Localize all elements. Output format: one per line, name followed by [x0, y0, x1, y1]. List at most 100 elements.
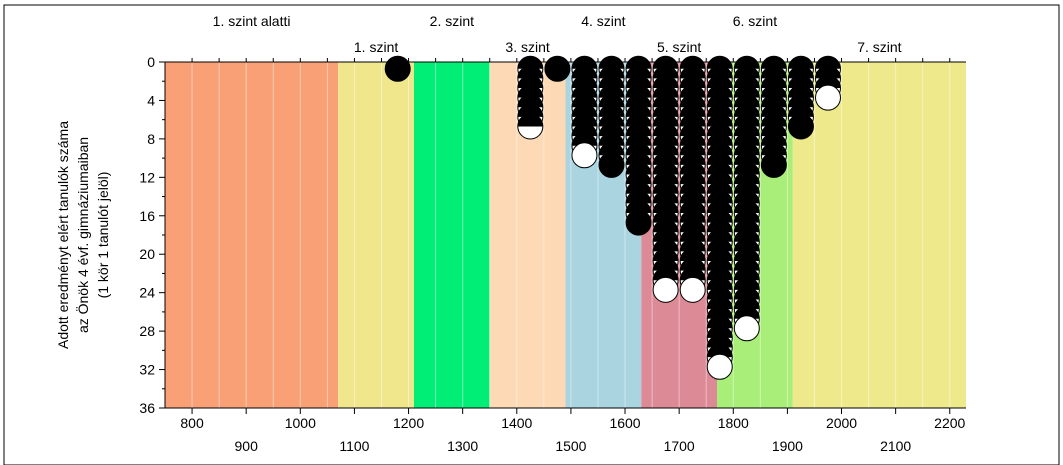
student-circle	[625, 209, 652, 236]
circle-top-half	[680, 56, 706, 69]
circle-top-half	[599, 85, 625, 98]
x-tick-label: 800	[180, 415, 204, 431]
circle-top-half	[707, 113, 733, 127]
circle-top-half	[707, 210, 733, 223]
circle-black	[544, 55, 571, 82]
circle-top-half	[707, 133, 733, 146]
circle-top-half	[680, 229, 706, 242]
y-tick-label: 36	[139, 400, 155, 416]
circle-top-half	[626, 123, 652, 137]
circle-top-half	[599, 142, 625, 156]
circle-top-half	[571, 65, 597, 79]
x-tick-label: 1400	[501, 415, 532, 431]
level-band-3	[413, 62, 490, 408]
circle-top-half	[653, 258, 679, 271]
circle-top-half	[707, 200, 733, 213]
circle-top-half	[653, 181, 679, 194]
circle-top-half	[680, 219, 706, 233]
circle-top-half	[761, 65, 787, 79]
circle-top-half	[734, 75, 760, 89]
student-circle	[706, 353, 733, 380]
circle-top-half	[707, 65, 733, 79]
student-circle	[598, 151, 625, 178]
circle-top-half	[599, 113, 625, 127]
circle-top-half	[707, 171, 733, 185]
circle-top-half	[680, 258, 706, 271]
circle-top-half	[734, 210, 760, 223]
x-tick-label: 1100	[339, 438, 369, 454]
x-tick-label: 1800	[718, 415, 749, 431]
circle-top-half	[707, 219, 733, 233]
circle-top-half	[680, 210, 706, 223]
y-tick-label: 32	[139, 362, 155, 378]
circle-top-half	[571, 133, 597, 146]
circle-top-half	[653, 142, 679, 156]
circle-top-half	[680, 113, 706, 127]
circle-top-half	[707, 248, 733, 262]
circle-top-half	[815, 56, 841, 69]
circle-top-half	[571, 94, 597, 108]
circle-top-half	[734, 56, 760, 69]
circle-top-half	[707, 315, 733, 329]
y-tick-labels: 0 4 8 12 16 20 24 28 32 36	[139, 54, 155, 416]
circle-top-half	[788, 104, 814, 117]
student-circle	[384, 55, 411, 82]
circle-top-half	[707, 75, 733, 89]
x-tick-label: 1900	[772, 438, 803, 454]
circle-top-half	[626, 181, 652, 194]
circle-top-half	[734, 258, 760, 271]
circle-top-half	[571, 75, 597, 89]
x-tick-label: 2000	[826, 415, 857, 431]
y-tick-label: 28	[139, 323, 155, 339]
level-label-3: 2. szint	[430, 13, 474, 29]
circle-top-half	[680, 133, 706, 146]
circle-top-half	[707, 104, 733, 117]
circle-top-half	[734, 104, 760, 117]
circle-top-half	[653, 210, 679, 223]
level-label-2: 1. szint	[354, 39, 398, 55]
circle-top-half	[653, 229, 679, 242]
circle-top-half	[571, 104, 597, 117]
circle-top-half	[707, 190, 733, 204]
circle-top-half	[707, 277, 733, 290]
level-label-6: 5. szint	[657, 39, 701, 55]
level-label-1: 1. szint alatti	[213, 13, 291, 29]
circle-top-half	[599, 123, 625, 137]
y-tick-label: 16	[139, 208, 155, 224]
circle-top-half	[599, 65, 625, 79]
circle-white	[571, 142, 598, 169]
circle-top-half	[653, 85, 679, 98]
circle-top-half	[734, 113, 760, 127]
circle-top-half	[707, 335, 733, 348]
level-labels: 1. szint alatti 1. szint 2. szint 3. szint 4…	[213, 13, 902, 55]
circle-top-half	[707, 56, 733, 69]
circle-top-half	[680, 75, 706, 89]
circle-top-half	[707, 325, 733, 338]
circle-top-half	[734, 248, 760, 262]
level-label-4: 3. szint	[505, 39, 549, 55]
circle-top-half	[571, 113, 597, 127]
circle-top-half	[788, 65, 814, 79]
circle-top-half	[761, 56, 787, 69]
level-label-5: 4. szint	[581, 13, 625, 29]
circle-top-half	[707, 296, 733, 310]
student-circle	[544, 55, 571, 82]
circle-top-half	[680, 200, 706, 213]
circle-top-half	[517, 56, 543, 69]
x-tick-label: 2200	[934, 415, 965, 431]
circle-top-half	[761, 113, 787, 127]
circle-top-half	[734, 286, 760, 300]
circle-top-half	[680, 238, 706, 252]
circle-top-half	[517, 85, 543, 98]
circle-top-half	[626, 94, 652, 108]
circle-top-half	[626, 75, 652, 89]
circle-top-half	[517, 94, 543, 108]
student-circle	[517, 113, 544, 140]
student-circle	[814, 84, 841, 111]
circle-top-half	[680, 65, 706, 79]
circle-top-half	[653, 152, 679, 165]
grid-lines	[191, 62, 951, 408]
circle-top-half	[734, 152, 760, 165]
student-circle	[787, 113, 814, 140]
